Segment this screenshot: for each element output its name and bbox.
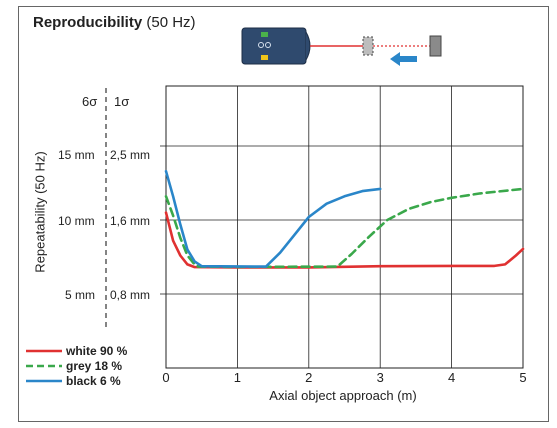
- x-axis-label: Axial object approach (m): [269, 388, 416, 403]
- legend-item-white: white 90 %: [26, 344, 127, 358]
- x-tick-label-0: 0: [162, 370, 169, 385]
- legend-swatch-grey: [26, 363, 62, 369]
- series-line-grey: [166, 189, 523, 267]
- legend-item-grey: grey 18 %: [26, 359, 122, 373]
- legend-swatch-black: [26, 378, 62, 384]
- x-tick-label-3: 3: [377, 370, 384, 385]
- legend-label-white: white 90 %: [66, 344, 127, 358]
- legend-label-black: black 6 %: [66, 374, 121, 388]
- legend-swatch-white: [26, 348, 62, 354]
- x-tick-label-4: 4: [448, 370, 455, 385]
- x-tick-label-2: 2: [305, 370, 312, 385]
- legend-item-black: black 6 %: [26, 374, 121, 388]
- plot-frame: [166, 86, 523, 368]
- legend-label-grey: grey 18 %: [66, 359, 122, 373]
- series-line-black: [166, 171, 380, 266]
- x-tick-label-5: 5: [519, 370, 526, 385]
- x-tick-label-1: 1: [234, 370, 241, 385]
